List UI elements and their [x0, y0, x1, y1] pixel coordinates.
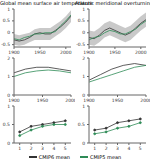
svg-text:2000: 2000 [135, 50, 142, 55]
svg-text:0: 0 [8, 93, 10, 98]
svg-text:1900: 1900 [83, 98, 95, 103]
svg-text:2: 2 [8, 56, 10, 61]
svg-text:0: 0 [8, 30, 10, 35]
svg-text:1950: 1950 [37, 98, 49, 103]
svg-text:4: 4 [52, 146, 55, 151]
svg-text:1: 1 [93, 146, 96, 151]
svg-text:1: 1 [82, 104, 85, 109]
svg-text:1: 1 [82, 74, 85, 79]
svg-text:0: 0 [8, 141, 10, 146]
svg-text:-0.5: -0.5 [8, 42, 10, 47]
svg-text:1950: 1950 [34, 50, 46, 55]
svg-text:2: 2 [30, 146, 33, 151]
svg-text:2000: 2000 [65, 98, 75, 103]
svg-text:1950: 1950 [109, 50, 121, 55]
svg-text:2: 2 [82, 56, 85, 61]
svg-text:5: 5 [64, 146, 67, 151]
html-text:Global mean surface air temper: Global mean surface air temperature [0, 0, 93, 6]
html-text:CMIP5 mean: CMIP5 mean [90, 154, 122, 160]
svg-text:4: 4 [127, 146, 130, 151]
svg-text:0: 0 [82, 30, 85, 35]
svg-text:1900: 1900 [83, 50, 95, 55]
svg-text:5: 5 [139, 146, 142, 151]
svg-text:0.5: 0.5 [78, 122, 85, 127]
svg-text:1: 1 [82, 7, 85, 12]
svg-text:1: 1 [18, 146, 21, 151]
svg-text:2000: 2000 [140, 98, 142, 103]
svg-text:1900: 1900 [8, 50, 20, 55]
svg-text:2000: 2000 [60, 50, 72, 55]
svg-text:1: 1 [8, 74, 10, 79]
svg-text:1: 1 [8, 104, 10, 109]
svg-text:2: 2 [105, 146, 108, 151]
svg-text:-0.5: -0.5 [76, 42, 85, 47]
svg-text:1: 1 [8, 7, 10, 12]
svg-text:0: 0 [82, 141, 85, 146]
svg-text:3: 3 [116, 146, 119, 151]
svg-text:0.5: 0.5 [78, 18, 85, 23]
html-text:CMIP6 mean: CMIP6 mean [38, 154, 70, 160]
svg-text:0: 0 [82, 93, 85, 98]
svg-text:0.5: 0.5 [8, 18, 10, 23]
svg-text:3: 3 [41, 146, 44, 151]
svg-text:1900: 1900 [8, 98, 20, 103]
svg-text:1950: 1950 [112, 98, 124, 103]
svg-text:0.5: 0.5 [8, 122, 10, 127]
